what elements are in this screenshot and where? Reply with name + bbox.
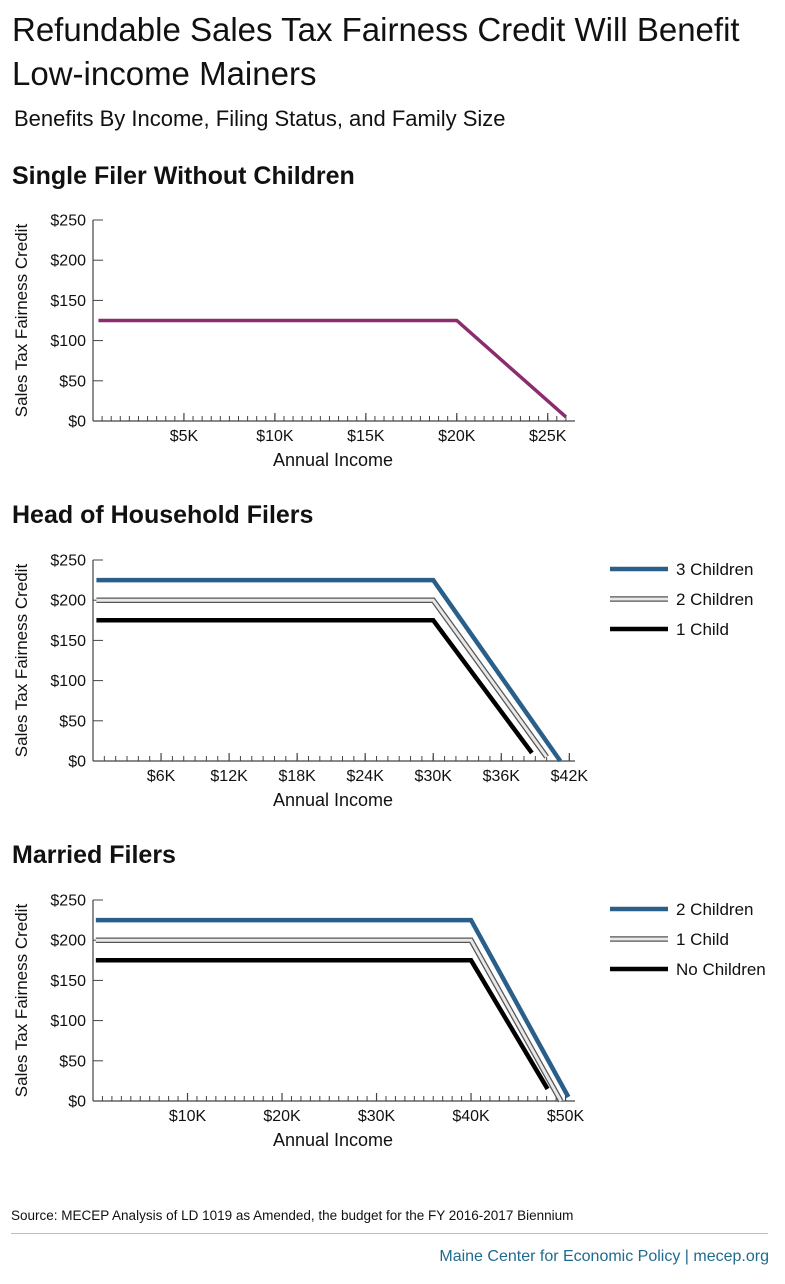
legend-label: No Children xyxy=(676,960,766,979)
y-tick-label: $250 xyxy=(50,553,86,570)
x-tick-label: $30K xyxy=(415,768,453,785)
x-tick-label: $40K xyxy=(452,1108,490,1125)
x-tick-label: $42K xyxy=(551,768,589,785)
y-tick-label: $250 xyxy=(50,213,86,230)
y-tick-label: $50 xyxy=(59,713,86,730)
y-tick-label: $150 xyxy=(50,293,86,310)
chart-title: Refundable Sales Tax Fairness Credit Wil… xyxy=(12,11,740,92)
y-axis-title: Sales Tax Fairness Credit xyxy=(12,564,31,758)
footer-credit: Maine Center for Economic Policy | mecep… xyxy=(439,1248,769,1265)
y-tick-label: $150 xyxy=(50,633,86,650)
x-tick-label: $10K xyxy=(256,428,294,445)
y-tick-label: $50 xyxy=(59,1053,86,1070)
x-tick-label: $24K xyxy=(347,768,385,785)
married-filers-chart: $0 $50 $100 $150 $200 $250 $10K $20K $30K $40K $50… xyxy=(12,893,766,1151)
y-tick-label: $150 xyxy=(50,973,86,990)
x-axis-title: Annual Income xyxy=(273,1130,393,1150)
x-tick-label: $10K xyxy=(169,1108,207,1125)
y-tick-label: $0 xyxy=(68,754,86,771)
source-note: Source: MECEP Analysis of LD 1019 as Ame… xyxy=(11,1208,574,1223)
y-tick-label: $50 xyxy=(59,373,86,390)
series-line-1-child xyxy=(95,938,563,1102)
y-tick-label: $100 xyxy=(50,333,86,350)
footer-divider xyxy=(11,1233,768,1234)
y-tick-label: $100 xyxy=(50,673,86,690)
legend-label: 2 Children xyxy=(676,900,754,919)
x-axis-title: Annual Income xyxy=(273,450,393,470)
y-tick-label: $200 xyxy=(50,593,86,610)
x-tick-label: $18K xyxy=(278,768,316,785)
x-tick-label: $25K xyxy=(529,428,567,445)
y-tick-label: $250 xyxy=(50,893,86,910)
x-tick-label: $20K xyxy=(263,1108,301,1125)
y-axis-title: Sales Tax Fairness Credit xyxy=(12,904,31,1098)
x-axis-title: Annual Income xyxy=(273,790,393,810)
y-tick-label: $200 xyxy=(50,253,86,270)
legend-label: 1 Child xyxy=(676,930,729,949)
y-tick-label: $0 xyxy=(68,414,86,431)
series-line-3-children xyxy=(96,577,563,763)
y-tick-label: $200 xyxy=(50,933,86,950)
legend-label: 1 Child xyxy=(676,620,729,639)
series-line-no-children xyxy=(95,958,550,1091)
x-tick-label: $15K xyxy=(347,428,385,445)
y-tick-label: $0 xyxy=(68,1094,86,1111)
x-tick-label: $50K xyxy=(547,1108,585,1125)
x-tick-label: $30K xyxy=(358,1108,396,1125)
single-filer-chart: $0 $50 $100 $150 $200 $250 $5K $10K $15K $20K $25K… xyxy=(12,213,575,470)
panel-title-single: Single Filer Without Children xyxy=(12,162,355,190)
series-line-1-child xyxy=(96,618,534,755)
panel-title-married: Married Filers xyxy=(12,841,176,869)
head-of-household-chart: $0 $50 $100 $150 $200 $250 $6K $12K $18K $24K $30K… xyxy=(12,553,754,811)
x-tick-label: $20K xyxy=(438,428,476,445)
chart-subtitle: Benefits By Income, Filing Status, and F… xyxy=(14,106,506,131)
series-line-2-children xyxy=(95,917,571,1099)
y-axis-title: Sales Tax Fairness Credit xyxy=(12,224,31,418)
series-line-0 xyxy=(98,318,568,419)
x-tick-label: $6K xyxy=(147,768,176,785)
x-tick-label: $12K xyxy=(210,768,248,785)
series-line-2-children xyxy=(96,598,548,758)
panel-title-head-of-household: Head of Household Filers xyxy=(12,501,314,529)
x-tick-label: $36K xyxy=(483,768,521,785)
x-tick-label: $5K xyxy=(170,428,199,445)
legend-label: 3 Children xyxy=(676,560,754,579)
legend-label: 2 Children xyxy=(676,590,754,609)
series-line-1-child-outline xyxy=(95,937,564,1103)
y-tick-label: $100 xyxy=(50,1013,86,1030)
